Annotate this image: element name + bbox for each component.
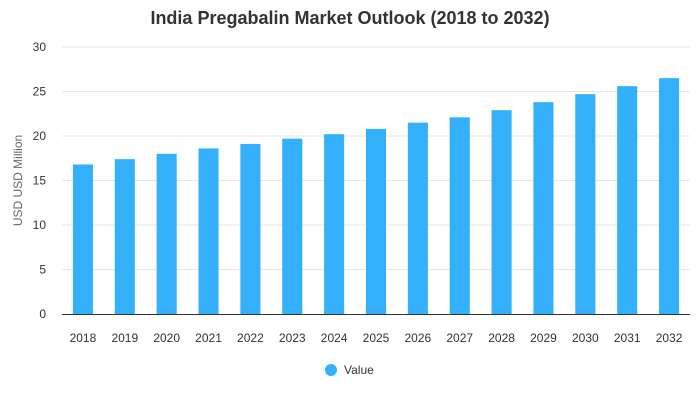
x-tick-label: 2022 xyxy=(237,331,264,345)
bar-2032[interactable] xyxy=(659,78,680,315)
y-tick-label: 5 xyxy=(39,263,46,277)
bar-2024[interactable] xyxy=(324,134,345,314)
y-axis-label: USD USD Million xyxy=(11,135,25,226)
y-tick-label: 0 xyxy=(39,307,46,321)
y-axis-ticks: 0 5 10 15 20 25 30 xyxy=(33,40,47,321)
bar-2019[interactable] xyxy=(114,159,135,314)
bar-2026[interactable] xyxy=(407,122,428,315)
x-tick-label: 2029 xyxy=(530,331,557,345)
x-axis-ticks: 2018 2019 2020 2021 2022 2023 2024 2025 2026 2027… xyxy=(70,331,683,345)
y-tick-label: 25 xyxy=(33,85,47,99)
bar-2028[interactable] xyxy=(491,110,512,314)
bar-2021[interactable] xyxy=(198,148,219,314)
y-tick-label: 20 xyxy=(33,129,47,143)
x-tick-label: 2028 xyxy=(488,331,515,345)
x-tick-label: 2019 xyxy=(111,331,138,345)
bar-2018[interactable] xyxy=(72,164,93,314)
x-tick-label: 2021 xyxy=(195,331,222,345)
bar-2027[interactable] xyxy=(449,117,470,314)
x-tick-label: 2023 xyxy=(279,331,306,345)
y-tick-label: 30 xyxy=(33,40,47,54)
bar-2022[interactable] xyxy=(240,144,261,314)
y-tick-label: 10 xyxy=(33,218,47,232)
legend-swatch-value xyxy=(325,364,337,376)
legend[interactable]: Value xyxy=(325,363,374,377)
y-tick-label: 15 xyxy=(33,174,47,188)
bar-2025[interactable] xyxy=(365,128,387,314)
x-tick-label: 2027 xyxy=(446,331,473,345)
x-tick-label: 2020 xyxy=(153,331,180,345)
x-tick-label: 2031 xyxy=(614,331,641,345)
x-tick-label: 2018 xyxy=(70,331,97,345)
bar-2031[interactable] xyxy=(617,86,638,314)
x-tick-label: 2032 xyxy=(656,331,683,345)
bar-2029[interactable] xyxy=(533,102,554,315)
x-tick-label: 2024 xyxy=(321,331,348,345)
x-tick-label: 2025 xyxy=(363,331,390,345)
bars xyxy=(72,78,680,315)
chart-title: India Pregabalin Market Outlook (2018 to… xyxy=(150,8,550,28)
bar-2030[interactable] xyxy=(575,94,596,314)
bar-2020[interactable] xyxy=(156,153,177,314)
x-tick-label: 2030 xyxy=(572,331,599,345)
legend-label-value: Value xyxy=(344,363,374,377)
bar-2023[interactable] xyxy=(282,138,303,314)
x-tick-label: 2026 xyxy=(405,331,432,345)
